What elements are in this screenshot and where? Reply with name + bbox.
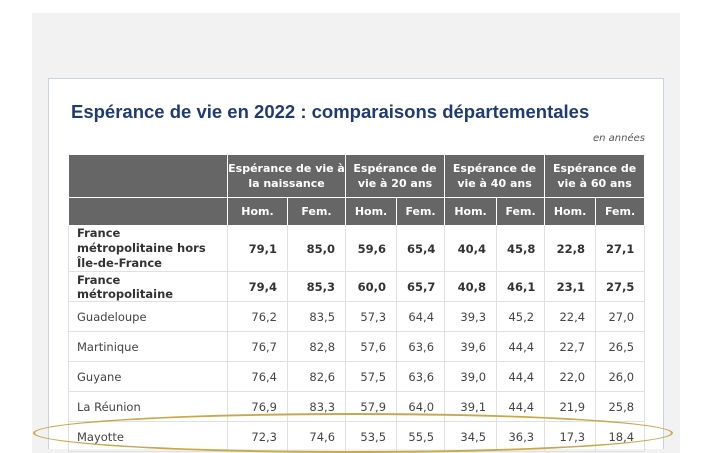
header-fem: Fem.	[286, 197, 347, 226]
header-hom: Hom.	[345, 197, 398, 226]
table-cell: 82,8	[286, 331, 347, 362]
header-corner	[68, 154, 228, 198]
row-label: Martinique	[68, 331, 228, 362]
unit-note: en années	[593, 133, 645, 144]
table-cell: 17,3	[544, 421, 597, 452]
page-title: Espérance de vie en 2022 : comparaisons …	[71, 101, 590, 122]
table-row: France métropolitaine 79,4 85,3 60,0 65,…	[68, 271, 646, 302]
table-row: Guadeloupe 76,2 83,5 57,3 64,4 39,3 45,2…	[68, 301, 646, 332]
table-cell: 63,6	[396, 361, 446, 392]
table-cell: 76,4	[227, 361, 288, 392]
table-cell: 34,5	[444, 421, 498, 452]
row-label: France métropolitaine hors Île-de-France	[68, 225, 228, 272]
header-group-20: Espérance de vie à 20 ans	[345, 154, 446, 198]
table-cell: 21,9	[544, 391, 597, 422]
table-cell: 27,0	[595, 301, 646, 332]
table-cell: 85,0	[286, 225, 347, 272]
table-cell: 45,2	[496, 301, 546, 332]
table-cell: 57,6	[345, 331, 398, 362]
table-cell: 64,4	[396, 301, 446, 332]
header-corner-sub	[68, 197, 228, 226]
header-fem: Fem.	[595, 197, 646, 226]
content-card: Espérance de vie en 2022 : comparaisons …	[48, 78, 664, 452]
header-hom: Hom.	[227, 197, 288, 226]
table-cell: 76,7	[227, 331, 288, 362]
table-cell: 85,3	[286, 271, 347, 302]
table-cell: 79,4	[227, 271, 288, 302]
table-cell: 25,8	[595, 391, 646, 422]
header-fem: Fem.	[496, 197, 546, 226]
table-cell: 45,8	[496, 225, 546, 272]
table-cell: 36,3	[496, 421, 546, 452]
table-cell: 39,0	[444, 361, 498, 392]
table-cell: 53,5	[345, 421, 398, 452]
table-cell: 60,0	[345, 271, 398, 302]
table-cell: 22,7	[544, 331, 597, 362]
table-cell: 74,6	[286, 421, 347, 452]
header-group-40: Espérance de vie à 40 ans	[444, 154, 546, 198]
table-cell: 57,9	[345, 391, 398, 422]
table-cell: 26,5	[595, 331, 646, 362]
row-label: Guyane	[68, 361, 228, 392]
table-cell: 26,0	[595, 361, 646, 392]
table-cell: 27,1	[595, 225, 646, 272]
table-cell: 59,6	[345, 225, 398, 272]
table-row: France métropolitaine hors Île-de-France…	[68, 225, 646, 272]
header-fem: Fem.	[396, 197, 446, 226]
table-cell: 76,9	[227, 391, 288, 422]
table-cell: 44,4	[496, 391, 546, 422]
table-cell: 22,0	[544, 361, 597, 392]
header-group-60: Espérance de vie à 60 ans	[544, 154, 646, 198]
header-hom: Hom.	[444, 197, 498, 226]
table-cell: 79,1	[227, 225, 288, 272]
life-expectancy-table: Espérance de vie à la naissance Espéranc…	[68, 154, 646, 452]
table-cell: 57,3	[345, 301, 398, 332]
table-cell: 27,5	[595, 271, 646, 302]
table-row-mayotte: Mayotte 72,3 74,6 53,5 55,5 34,5 36,3 17…	[68, 421, 646, 452]
table-cell: 39,1	[444, 391, 498, 422]
table-cell: 82,6	[286, 361, 347, 392]
table-cell: 40,8	[444, 271, 498, 302]
table-cell: 44,4	[496, 361, 546, 392]
table-cell: 83,3	[286, 391, 347, 422]
row-label: La Réunion	[68, 391, 228, 422]
table-cell: 39,6	[444, 331, 498, 362]
table-row: Guyane 76,4 82,6 57,5 63,6 39,0 44,4 22,…	[68, 361, 646, 392]
table-cell: 44,4	[496, 331, 546, 362]
table-cell: 63,6	[396, 331, 446, 362]
table-cell: 23,1	[544, 271, 597, 302]
table-cell: 76,2	[227, 301, 288, 332]
table-cell: 64,0	[396, 391, 446, 422]
header-hom: Hom.	[544, 197, 597, 226]
table-cell: 65,7	[396, 271, 446, 302]
table-cell: 57,5	[345, 361, 398, 392]
table-cell: 22,8	[544, 225, 597, 272]
table-cell: 22,4	[544, 301, 597, 332]
table-cell: 18,4	[595, 421, 646, 452]
table-cell: 40,4	[444, 225, 498, 272]
table-row: Martinique 76,7 82,8 57,6 63,6 39,6 44,4…	[68, 331, 646, 362]
row-label: France métropolitaine	[68, 271, 228, 302]
row-label: Mayotte	[68, 421, 228, 452]
table-cell: 39,3	[444, 301, 498, 332]
table-cell: 65,4	[396, 225, 446, 272]
table-cell: 46,1	[496, 271, 546, 302]
header-group-birth: Espérance de vie à la naissance	[226, 154, 347, 198]
table-row: La Réunion 76,9 83,3 57,9 64,0 39,1 44,4…	[68, 391, 646, 422]
table-cell: 83,5	[286, 301, 347, 332]
row-label: Guadeloupe	[68, 301, 228, 332]
table-cell: 55,5	[396, 421, 446, 452]
table-cell: 72,3	[227, 421, 288, 452]
